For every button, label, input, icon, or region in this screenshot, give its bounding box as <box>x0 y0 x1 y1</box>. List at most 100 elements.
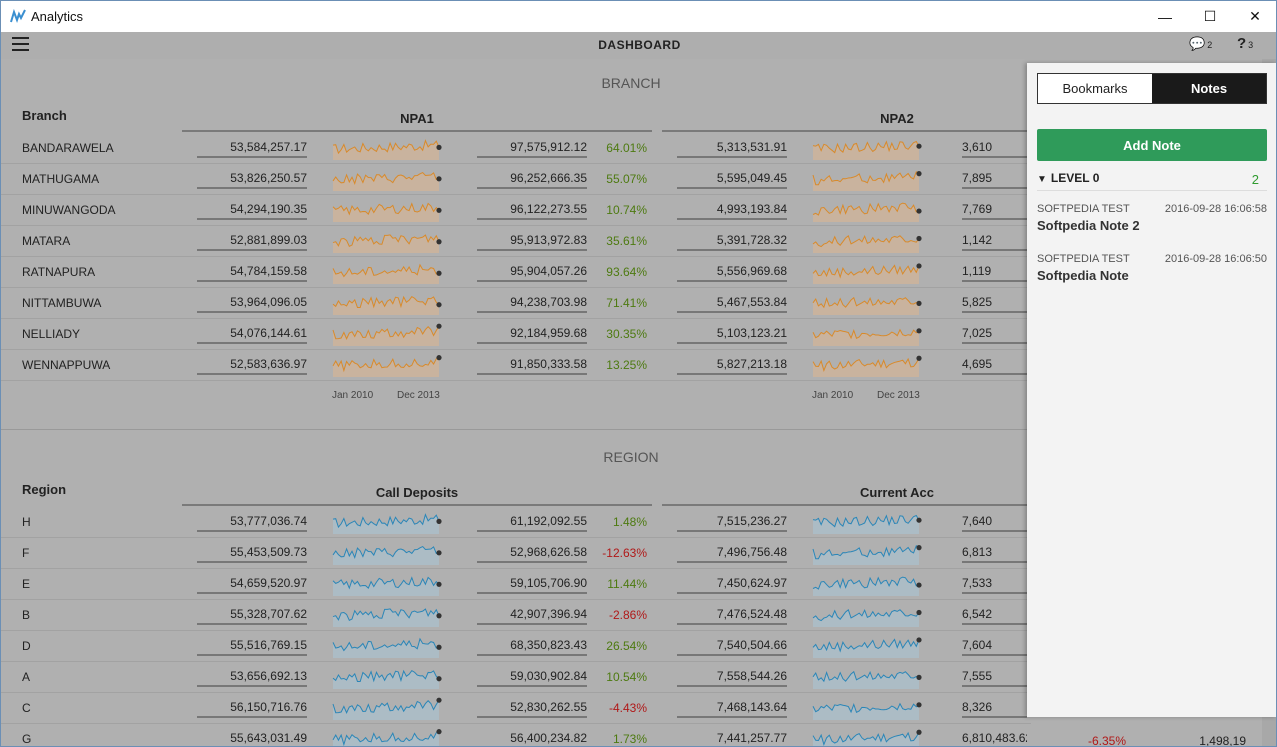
row-name: WENNAPPUWA <box>22 358 111 372</box>
sparkline <box>332 697 442 720</box>
level-count: 2 <box>1251 172 1259 187</box>
table-row[interactable]: G 55,643,031.49 56,400,234.82 1.73% 7,44… <box>1 724 1031 746</box>
value-previous: 59,030,902.84 <box>477 669 587 687</box>
app-logo-icon <box>10 9 26 23</box>
sparkline <box>332 171 442 191</box>
sparkline <box>812 608 922 627</box>
comments-button[interactable]: 💬 2 <box>1189 36 1212 52</box>
add-note-button[interactable]: Add Note <box>1037 129 1267 161</box>
tab-notes[interactable]: Notes <box>1152 74 1266 103</box>
value-current: 53,964,096.05 <box>197 295 307 313</box>
table-row[interactable]: MATARA 52,881,899.03 95,913,972.83 35.61… <box>1 226 1031 257</box>
sparkline <box>812 637 922 658</box>
value-previous-2: 4,695 <box>962 357 1027 375</box>
page-title: DASHBOARD <box>598 38 681 52</box>
note-item[interactable]: SOFTPEDIA TEST 2016-09-28 16:06:58 Softp… <box>1037 203 1267 233</box>
table-row[interactable]: F 55,453,509.73 52,968,626.58 -12.63% 7,… <box>1 538 1031 569</box>
value-previous: 96,122,273.55 <box>477 202 587 220</box>
sparkline <box>812 702 922 720</box>
value-change: 10.54% <box>606 670 647 684</box>
sparkline <box>332 576 442 596</box>
help-button[interactable]: ? 3 <box>1237 35 1253 52</box>
value-previous: 94,238,703.98 <box>477 295 587 313</box>
value-current: 53,584,257.17 <box>197 140 307 158</box>
table-row[interactable]: NELLIADY 54,076,144.61 92,184,959.68 30.… <box>1 319 1031 350</box>
row-name: NELLIADY <box>22 327 81 341</box>
table-row[interactable]: WENNAPPUWA 52,583,636.97 91,850,333.58 1… <box>1 350 1031 381</box>
value-current: 55,643,031.49 <box>197 731 307 746</box>
help-icon: ? <box>1237 35 1247 52</box>
close-button[interactable]: ✕ <box>1249 8 1261 24</box>
row-name: C <box>22 701 31 715</box>
row-name: E <box>22 577 31 591</box>
maximize-button[interactable]: ☐ <box>1203 8 1217 24</box>
value-previous-2: 6,542 <box>962 607 1027 625</box>
sparkline <box>332 545 442 565</box>
value-current-2: 7,558,544.26 <box>677 669 787 687</box>
note-title: Softpedia Note 2 <box>1037 218 1140 233</box>
value-current: 54,659,520.97 <box>197 576 307 594</box>
minimize-button[interactable]: — <box>1158 8 1172 25</box>
row-name: G <box>22 732 32 746</box>
tab-bookmarks[interactable]: Bookmarks <box>1038 74 1152 103</box>
table-row[interactable]: H 53,777,036.74 61,192,092.55 1.48% 7,51… <box>1 507 1031 538</box>
region-section-title: REGION <box>603 449 659 465</box>
section-divider <box>1 429 1031 430</box>
npa2-axis-end: Dec 2013 <box>877 390 920 401</box>
comments-icon: 💬 <box>1189 36 1206 51</box>
sparkline <box>812 544 922 565</box>
sparkline <box>332 355 442 377</box>
sparkline <box>332 729 442 746</box>
value-current-2: 5,103,123.21 <box>677 326 787 344</box>
table-row[interactable]: RATNAPURA 54,784,159.58 95,904,057.26 93… <box>1 257 1031 288</box>
value-change: 30.35% <box>606 327 647 341</box>
table-row[interactable]: NITTAMBUWA 53,964,096.05 94,238,703.98 7… <box>1 288 1031 319</box>
value-current-2: 7,476,524.48 <box>677 607 787 625</box>
note-author: SOFTPEDIA TEST <box>1037 203 1130 215</box>
menu-icon[interactable] <box>12 37 29 52</box>
value-current-2: 7,540,504.66 <box>677 638 787 656</box>
row-name: MINUWANGODA <box>22 203 116 217</box>
sparkline <box>812 202 922 222</box>
table-row[interactable]: E 54,659,520.97 59,105,706.90 11.44% 7,4… <box>1 569 1031 600</box>
value-current: 53,826,250.57 <box>197 171 307 189</box>
value-current-2: 4,993,193.84 <box>677 202 787 220</box>
value-previous-2: 7,640 <box>962 514 1027 532</box>
chevron-down-icon: ▼ <box>1037 174 1047 185</box>
note-item[interactable]: SOFTPEDIA TEST 2016-09-28 16:06:50 Softp… <box>1037 253 1267 283</box>
value-previous: 96,252,666.35 <box>477 171 587 189</box>
table-row[interactable]: B 55,328,707.62 42,907,396.94 -2.86% 7,4… <box>1 600 1031 631</box>
table-row[interactable]: BANDARAWELA 53,584,257.17 97,575,912.12 … <box>1 133 1031 164</box>
table-row[interactable]: D 55,516,769.15 68,350,823.43 26.54% 7,5… <box>1 631 1031 662</box>
value-previous-2: 5,825 <box>962 295 1027 313</box>
value-previous: 61,192,092.55 <box>477 514 587 532</box>
value-extra: 1,498,19 <box>1199 734 1246 747</box>
value-current: 54,784,159.58 <box>197 264 307 282</box>
npa2-group-header: NPA2 <box>662 111 1132 132</box>
value-current: 54,294,190.35 <box>197 202 307 220</box>
value-previous-2: 7,025 <box>962 326 1027 344</box>
table-row[interactable]: A 53,656,692.13 59,030,902.84 10.54% 7,5… <box>1 662 1031 693</box>
value-change: 35.61% <box>606 234 647 248</box>
table-row[interactable]: MATHUGAMA 53,826,250.57 96,252,666.35 55… <box>1 164 1031 195</box>
sparkline <box>812 576 922 596</box>
value-previous: 92,184,959.68 <box>477 326 587 344</box>
note-time: 2016-09-28 16:06:50 <box>1164 253 1267 265</box>
sparkline <box>812 729 922 746</box>
row-name: RATNAPURA <box>22 265 96 279</box>
value-previous-2: 3,610 <box>962 140 1027 158</box>
sparkline <box>812 263 922 284</box>
value-current-2: 5,391,728.32 <box>677 233 787 251</box>
value-current: 52,881,899.03 <box>197 233 307 251</box>
table-row[interactable]: C 56,150,716.76 52,830,262.55 -4.43% 7,4… <box>1 693 1031 724</box>
level-group[interactable]: ▼ LEVEL 0 2 <box>1037 171 1267 191</box>
value-previous-2: 7,533 <box>962 576 1027 594</box>
value-current-2: 5,313,531.91 <box>677 140 787 158</box>
branch-section-title: BRANCH <box>601 75 661 91</box>
value-change: 13.25% <box>606 358 647 372</box>
window-title: Analytics <box>31 9 84 24</box>
table-row[interactable]: MINUWANGODA 54,294,190.35 96,122,273.55 … <box>1 195 1031 226</box>
value-current: 53,777,036.74 <box>197 514 307 532</box>
value-current-2: 7,450,624.97 <box>677 576 787 594</box>
